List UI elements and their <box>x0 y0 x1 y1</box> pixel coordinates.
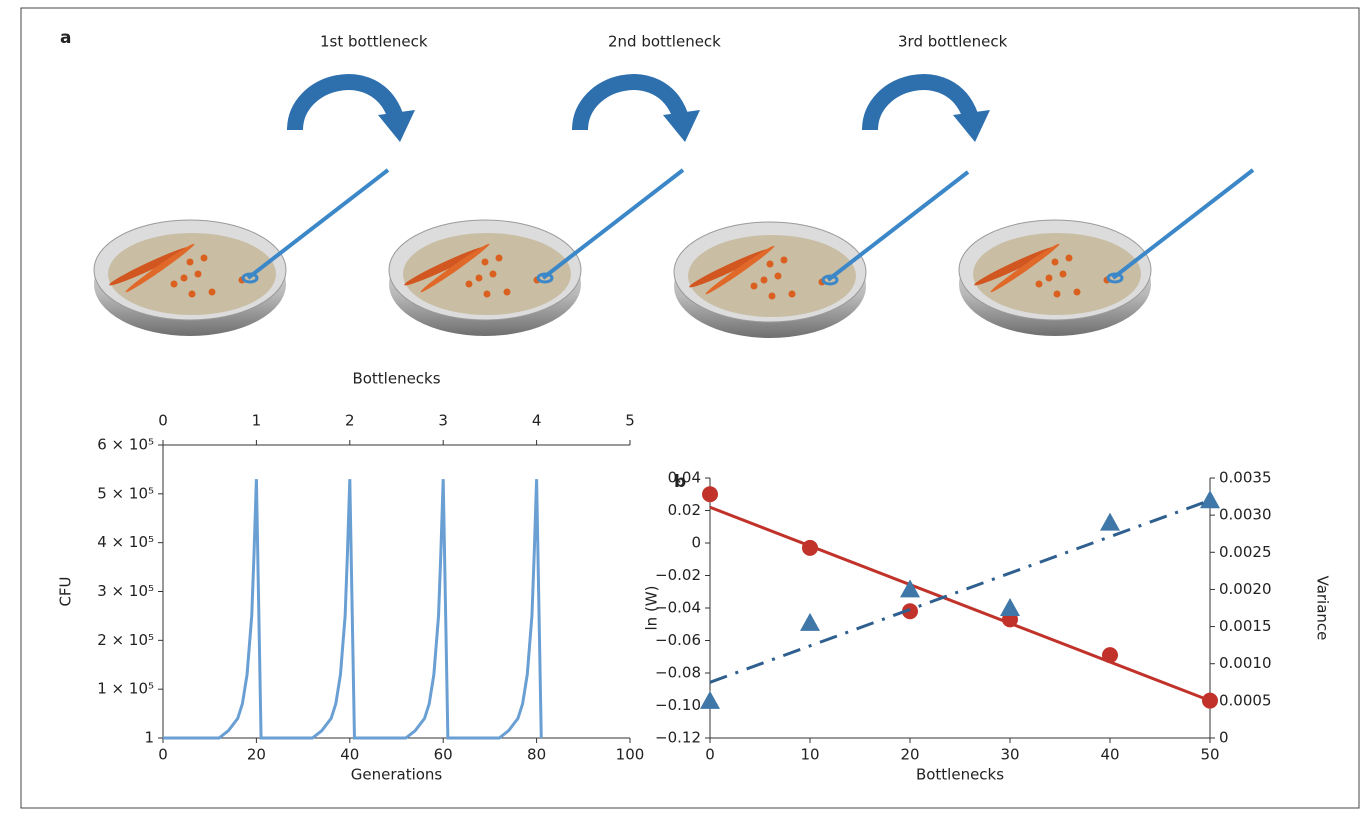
y2-tick-label: 0.0020 <box>1219 580 1272 598</box>
data-point <box>1200 490 1220 509</box>
arrow <box>295 82 415 142</box>
x2-tick-label: 3 <box>438 412 448 430</box>
data-point <box>700 690 720 709</box>
y-axis-label: CFU <box>57 576 75 606</box>
y-tick-label: −0.04 <box>655 599 701 617</box>
data-point <box>1100 512 1120 531</box>
y-tick-label: 0.04 <box>668 469 701 487</box>
arrow <box>580 82 700 142</box>
y-tick-label: 6 × 10⁵ <box>97 436 154 454</box>
petri-dish <box>387 168 685 338</box>
y2-tick-label: 0.0025 <box>1219 543 1272 561</box>
y2-tick-label: 0.0030 <box>1219 506 1272 524</box>
y-tick-label: 3 × 10⁵ <box>97 582 154 600</box>
petri-dish <box>672 170 970 340</box>
x-tick-label: 50 <box>1200 746 1219 764</box>
petri-dish <box>957 168 1255 338</box>
data-line <box>163 479 543 740</box>
x2-tick-label: 2 <box>345 412 355 430</box>
y-tick-label: −0.12 <box>655 729 701 747</box>
data-point <box>902 603 918 620</box>
data-point <box>1000 598 1020 616</box>
x-tick-label: 80 <box>527 746 546 764</box>
frame <box>20 7 1360 809</box>
x2-tick-label: 1 <box>252 412 262 430</box>
y-tick-label: 2 × 10⁵ <box>97 631 154 649</box>
y-tick-label: 0.02 <box>668 501 701 519</box>
y-tick-label: 5 × 10⁵ <box>97 484 154 502</box>
y-tick-label: −0.08 <box>655 664 701 682</box>
x-tick-label: 20 <box>247 746 266 764</box>
y2-tick-label: 0.0015 <box>1219 617 1272 635</box>
step-label: 1st bottleneck <box>320 33 428 51</box>
y-tick-label: 1 × 10⁵ <box>97 680 154 698</box>
y-tick-label: 0 <box>691 534 701 552</box>
y-tick-label: −0.10 <box>655 696 701 714</box>
x2-tick-label: 4 <box>532 412 542 430</box>
data-point <box>900 579 920 598</box>
panel-label: b <box>674 472 686 492</box>
x-tick-label: 40 <box>340 746 359 764</box>
y2-tick-label: 0.0035 <box>1219 469 1272 487</box>
y2-tick-label: 0.0005 <box>1219 691 1272 709</box>
x2-tick-label: 0 <box>158 412 168 430</box>
y-tick-label: 1 <box>144 729 154 747</box>
y2-tick-label: 0.0010 <box>1219 654 1272 672</box>
x-tick-label: 10 <box>800 746 819 764</box>
x-tick-label: 60 <box>434 746 453 764</box>
x-tick-label: 40 <box>1100 746 1119 764</box>
x2-axis-label: Bottlenecks <box>352 370 440 388</box>
fit-line <box>709 505 1211 703</box>
x2-tick-label: 5 <box>625 412 635 430</box>
data-point <box>800 612 820 631</box>
x-tick-label: 30 <box>1000 746 1019 764</box>
data-point <box>702 486 718 503</box>
petri-dish <box>92 168 390 338</box>
fit-line <box>709 498 1211 684</box>
x-axis-label: Bottlenecks <box>916 766 1004 784</box>
y-tick-label: 4 × 10⁵ <box>97 533 154 551</box>
y-axis-label: ln (W) <box>643 586 661 631</box>
step-label: 2nd bottleneck <box>608 33 721 51</box>
y-tick-label: −0.06 <box>655 631 701 649</box>
step-label: 3rd bottleneck <box>898 33 1008 51</box>
x-tick-label: 0 <box>705 746 715 764</box>
panel-label: a <box>60 28 71 48</box>
arrow <box>870 82 990 142</box>
y2-axis-label: Variance <box>1314 576 1332 641</box>
x-tick-label: 20 <box>900 746 919 764</box>
y2-tick-label: 0 <box>1219 729 1229 747</box>
x-axis-label: Generations <box>351 766 443 784</box>
x-tick-label: 0 <box>158 746 168 764</box>
x-tick-label: 100 <box>616 746 645 764</box>
y-tick-label: −0.02 <box>655 566 701 584</box>
